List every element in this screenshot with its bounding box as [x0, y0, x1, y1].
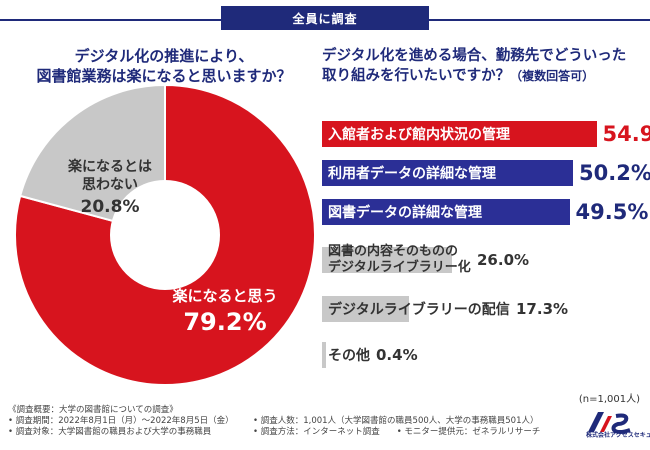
bar-label: デジタルライブラリーの配信 — [328, 302, 510, 318]
bar-label: 図書の内容そのものの デジタルライブラリー化 — [328, 241, 471, 279]
question-right-sub: （複数回答可） — [510, 69, 595, 83]
question-left-line1: デジタル化の推進により、 — [74, 47, 254, 65]
question-right-line2: 取り組みを行いたいですか？（複数回答可） — [322, 66, 642, 86]
bar-fill — [322, 296, 409, 322]
bar-fill — [322, 247, 452, 273]
question-right: デジタル化を進める場合、勤務先でどういった 取り組みを行いたいですか？（複数回答… — [322, 46, 642, 86]
pie-label-yes-pct: 79.2% — [183, 308, 267, 336]
bar-value-label: 54.9% — [602, 122, 650, 146]
pie-label-yes: 楽になると思う 79.2% — [150, 286, 300, 336]
bar-fill — [322, 342, 326, 368]
survey-footer: 《調査概要：大学の図書館についての調査》 • 調査期間：2022年8月1日（月）… — [8, 405, 568, 438]
footer-target: • 調査対象：大学図書館の職員および大学の事務職員 — [8, 427, 212, 437]
bar-fill — [322, 199, 570, 225]
bar-label: 入館者および館内状況の管理 — [328, 127, 510, 143]
footer-method: • 調査方法：インターネット調査 • モニター提供元：ゼネラルリサーチ — [253, 427, 541, 437]
bar-fill — [322, 160, 573, 186]
bar-value-label: 0.4% — [376, 346, 418, 364]
pie-label-no: 楽になるとは 思わない 20.8% — [55, 158, 165, 216]
bar-label-line: デジタルライブラリー化 — [328, 260, 471, 275]
footer-period: • 調査期間：2022年8月1日（月）～2022年8月5日（金） — [8, 416, 234, 426]
footer-title: 《調査概要：大学の図書館についての調査》 — [8, 405, 178, 415]
bar-value-label: 49.5% — [575, 200, 649, 224]
sample-size-note: (n=1,001人) — [578, 394, 640, 405]
pie-slice-0 — [14, 83, 316, 386]
bar-fill — [322, 121, 597, 147]
pie-label-no-line1: 楽になるとは — [68, 159, 152, 175]
company-logo — [588, 412, 631, 434]
pie-label-no-line2: 思わない — [82, 177, 138, 193]
bar-value-label: 50.2% — [579, 161, 650, 185]
bar-value-label: 26.0% — [477, 251, 530, 269]
pie-label-no-pct: 20.8% — [80, 197, 140, 217]
bar-label: 図書データの詳細な管理 — [328, 205, 482, 221]
company-name: 株式会社アクセスセキュリティ — [586, 432, 650, 439]
question-left: デジタル化の推進により、 図書館業務は楽になると思いますか？ — [14, 46, 314, 86]
bar-value-label: 17.3% — [516, 300, 569, 318]
question-right-line1: デジタル化を進める場合、勤務先でどういった — [322, 48, 627, 64]
question-left-line2: 図書館業務は楽になると思いますか？ — [36, 67, 292, 85]
question-right-line2-text: 取り組みを行いたいですか？ — [322, 68, 511, 84]
footer-count: • 調査人数：1,001人（大学図書館の職員500人、大学の事務職員501人） — [253, 416, 539, 426]
pie-center-hole — [110, 180, 220, 290]
pie-label-yes-text: 楽になると思う — [172, 287, 278, 305]
bar-label-line: 図書の内容そのものの — [328, 244, 459, 259]
bar-label: 利用者データの詳細な管理 — [328, 166, 496, 182]
header-tab: 全員に調査 — [221, 6, 429, 30]
bar-label: その他 — [328, 348, 370, 364]
